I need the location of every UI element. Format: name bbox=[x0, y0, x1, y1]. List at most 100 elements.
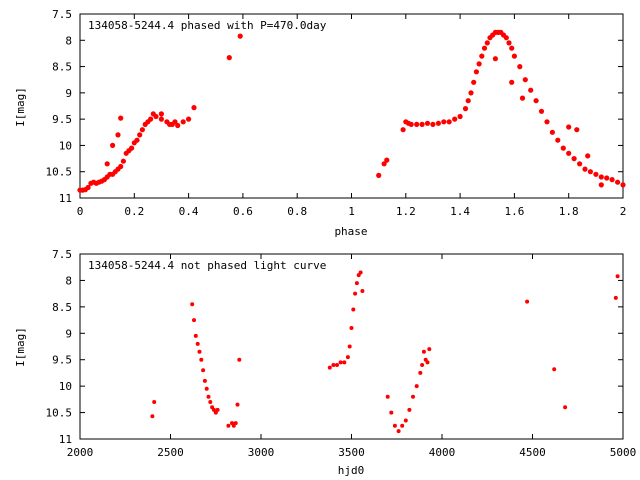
phased-y-tick-label: 10.5 bbox=[46, 166, 73, 179]
phased-data-point bbox=[134, 137, 140, 143]
phased-data-point bbox=[566, 124, 572, 130]
phased-data-point bbox=[191, 105, 197, 111]
unphased-data-point bbox=[201, 368, 206, 373]
phased-data-point bbox=[476, 61, 482, 67]
phased-data-point bbox=[574, 127, 580, 133]
phased-data-point bbox=[587, 169, 594, 175]
phased-plot-frame bbox=[79, 13, 624, 199]
phased-data-point bbox=[538, 108, 545, 114]
phased-y-tick-label: 10 bbox=[59, 139, 72, 152]
phased-data-point bbox=[167, 121, 173, 127]
phased-data-point bbox=[381, 161, 387, 167]
phased-data-point bbox=[604, 175, 610, 181]
phased-data-point bbox=[566, 150, 572, 156]
phased-data-point bbox=[484, 40, 490, 46]
unphased-data-point bbox=[354, 281, 359, 286]
unphased-y-tick-label: 8.5 bbox=[52, 301, 72, 314]
phased-data-point bbox=[473, 69, 479, 75]
unphased-data-point bbox=[206, 394, 211, 399]
phased-x-axis-label: phase bbox=[334, 225, 367, 238]
phased-data-point bbox=[620, 182, 626, 188]
unphased-x-tick-label: 3500 bbox=[338, 446, 365, 459]
unphased-data-point bbox=[345, 355, 350, 360]
phased-data-point bbox=[118, 163, 124, 170]
unphased-chart-title: 134058-5244.4 not phased light curve bbox=[88, 259, 326, 272]
phased-x-tick-label: 0.6 bbox=[233, 205, 253, 218]
phased-data-point bbox=[506, 40, 512, 46]
phased-data-point bbox=[237, 33, 243, 39]
unphased-data-point bbox=[204, 386, 209, 391]
unphased-x-tick-label: 2000 bbox=[67, 446, 94, 459]
phased-data-point bbox=[384, 157, 390, 163]
unphased-data-point bbox=[331, 363, 336, 367]
unphased-y-tick-label: 7.5 bbox=[52, 248, 72, 261]
phased-data-point bbox=[593, 171, 599, 177]
phased-data-point bbox=[503, 35, 509, 41]
phased-data-point bbox=[481, 45, 488, 51]
phased-data-point bbox=[430, 121, 436, 127]
unphased-y-tick-label: 11 bbox=[59, 433, 72, 446]
phased-x-tick-label: 0.8 bbox=[287, 205, 307, 218]
unphased-x-axis-label: hjd0 bbox=[338, 464, 365, 477]
unphased-data-point bbox=[197, 349, 202, 354]
unphased-data-point bbox=[349, 326, 354, 330]
phased-data-point bbox=[110, 142, 116, 148]
phased-data-point bbox=[408, 121, 414, 127]
phased-data-point bbox=[446, 119, 452, 125]
unphased-data-point bbox=[237, 357, 242, 362]
phased-data-point bbox=[598, 174, 604, 180]
phased-data-point bbox=[471, 79, 477, 85]
unphased-data-point bbox=[360, 289, 365, 293]
unphased-data-point bbox=[208, 400, 213, 404]
phased-data-point bbox=[519, 95, 526, 101]
unphased-data-point bbox=[411, 394, 415, 399]
unphased-data-point bbox=[525, 299, 530, 304]
unphased-data-point bbox=[202, 378, 207, 383]
unphased-data-point bbox=[193, 333, 198, 338]
unphased-x-tick-label: 4500 bbox=[519, 446, 546, 459]
phased-data-point bbox=[400, 127, 406, 133]
phased-data-point bbox=[452, 116, 458, 122]
unphased-data-point bbox=[403, 418, 408, 423]
phased-data-point bbox=[544, 119, 550, 125]
phased-x-tick-label: 0 bbox=[77, 205, 84, 218]
phased-data-point bbox=[457, 113, 463, 120]
phased-y-tick-label: 9.5 bbox=[52, 113, 72, 126]
phased-y-tick-label: 7.5 bbox=[52, 8, 72, 21]
phased-data-point bbox=[511, 53, 517, 59]
phased-data-point bbox=[479, 53, 485, 59]
phased-data-point bbox=[571, 156, 577, 162]
unphased-data-point bbox=[195, 341, 200, 346]
unphased-data-point bbox=[347, 344, 352, 349]
phased-data-point bbox=[533, 98, 539, 104]
phased-data-point bbox=[129, 145, 135, 151]
unphased-data-point bbox=[233, 421, 238, 426]
phased-data-point bbox=[180, 119, 186, 125]
unphased-data-point bbox=[421, 349, 426, 354]
unphased-data-point bbox=[407, 407, 412, 412]
phased-data-point bbox=[509, 79, 515, 85]
unphased-data-points bbox=[150, 270, 620, 434]
unphased-data-point bbox=[427, 347, 432, 352]
phased-data-point bbox=[414, 121, 420, 127]
unphased-y-tick-label: 9 bbox=[65, 327, 72, 340]
unphased-data-point bbox=[385, 394, 390, 399]
phased-y-ticks: 7.5 8 8.5 9 9.5 10 10.5 11 bbox=[46, 8, 623, 205]
phased-data-point bbox=[585, 153, 591, 159]
phased-data-point bbox=[441, 119, 447, 125]
unphased-data-point bbox=[615, 274, 620, 279]
phased-data-point bbox=[172, 119, 178, 125]
phased-data-point bbox=[522, 77, 528, 83]
phased-data-point bbox=[615, 179, 621, 185]
phased-data-point bbox=[120, 158, 126, 164]
unphased-data-point bbox=[190, 302, 195, 307]
phased-data-point bbox=[435, 120, 441, 126]
phased-x-tick-label: 1.6 bbox=[504, 205, 524, 218]
unphased-data-point bbox=[152, 400, 157, 404]
phased-data-point bbox=[598, 182, 604, 188]
phased-data-point bbox=[582, 166, 588, 172]
phased-y-axis-label: I[mag] bbox=[14, 87, 27, 127]
phased-data-points bbox=[77, 29, 626, 193]
unphased-data-point bbox=[199, 357, 204, 362]
